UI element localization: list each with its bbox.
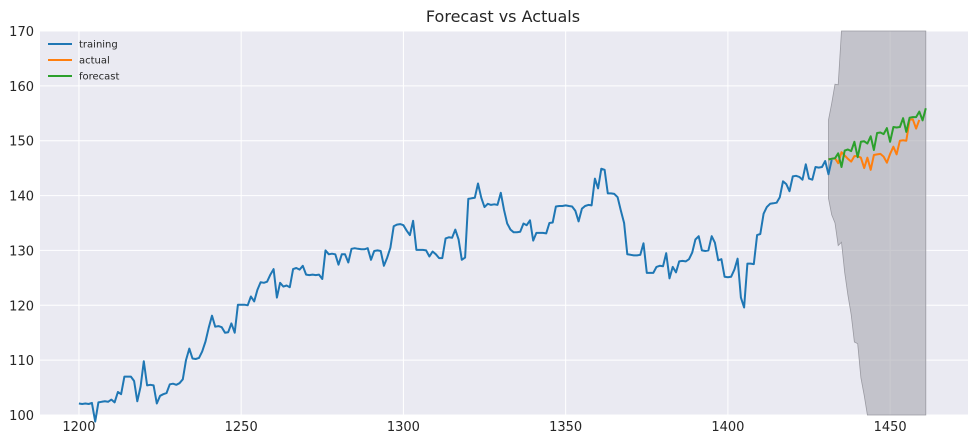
x-tick-label: 1300 bbox=[387, 420, 420, 435]
legend-label-actual: actual bbox=[79, 56, 110, 67]
legend-label-forecast: forecast bbox=[79, 72, 120, 83]
legend-label-training: training bbox=[79, 40, 118, 51]
y-tick-label: 140 bbox=[9, 190, 34, 205]
x-tick-label: 1200 bbox=[62, 420, 95, 435]
confidence-interval bbox=[828, 30, 927, 416]
y-tick-label: 170 bbox=[9, 25, 34, 40]
y-tick-label: 120 bbox=[9, 299, 34, 314]
x-axis-ticks: 1200 1250 1300 1350 1400 1450 bbox=[62, 420, 906, 435]
x-tick-label: 1400 bbox=[711, 420, 744, 435]
x-tick-label: 1350 bbox=[549, 420, 582, 435]
y-axis-ticks: 100 110 120 130 140 150 160 170 bbox=[9, 25, 34, 424]
y-tick-label: 150 bbox=[9, 135, 34, 150]
legend: training actual forecast bbox=[48, 40, 120, 83]
series-line-training bbox=[78, 159, 833, 423]
y-tick-label: 110 bbox=[9, 354, 34, 369]
series-lines bbox=[78, 108, 927, 423]
y-tick-label: 160 bbox=[9, 80, 34, 95]
y-tick-label: 100 bbox=[9, 409, 34, 424]
confidence-interval-band bbox=[828, 30, 927, 416]
series-line-forecast bbox=[828, 108, 927, 168]
x-tick-label: 1450 bbox=[874, 420, 907, 435]
plot-area bbox=[40, 31, 968, 415]
chart-title: Forecast vs Actuals bbox=[426, 7, 580, 26]
y-tick-label: 130 bbox=[9, 244, 34, 259]
x-tick-label: 1250 bbox=[225, 420, 258, 435]
